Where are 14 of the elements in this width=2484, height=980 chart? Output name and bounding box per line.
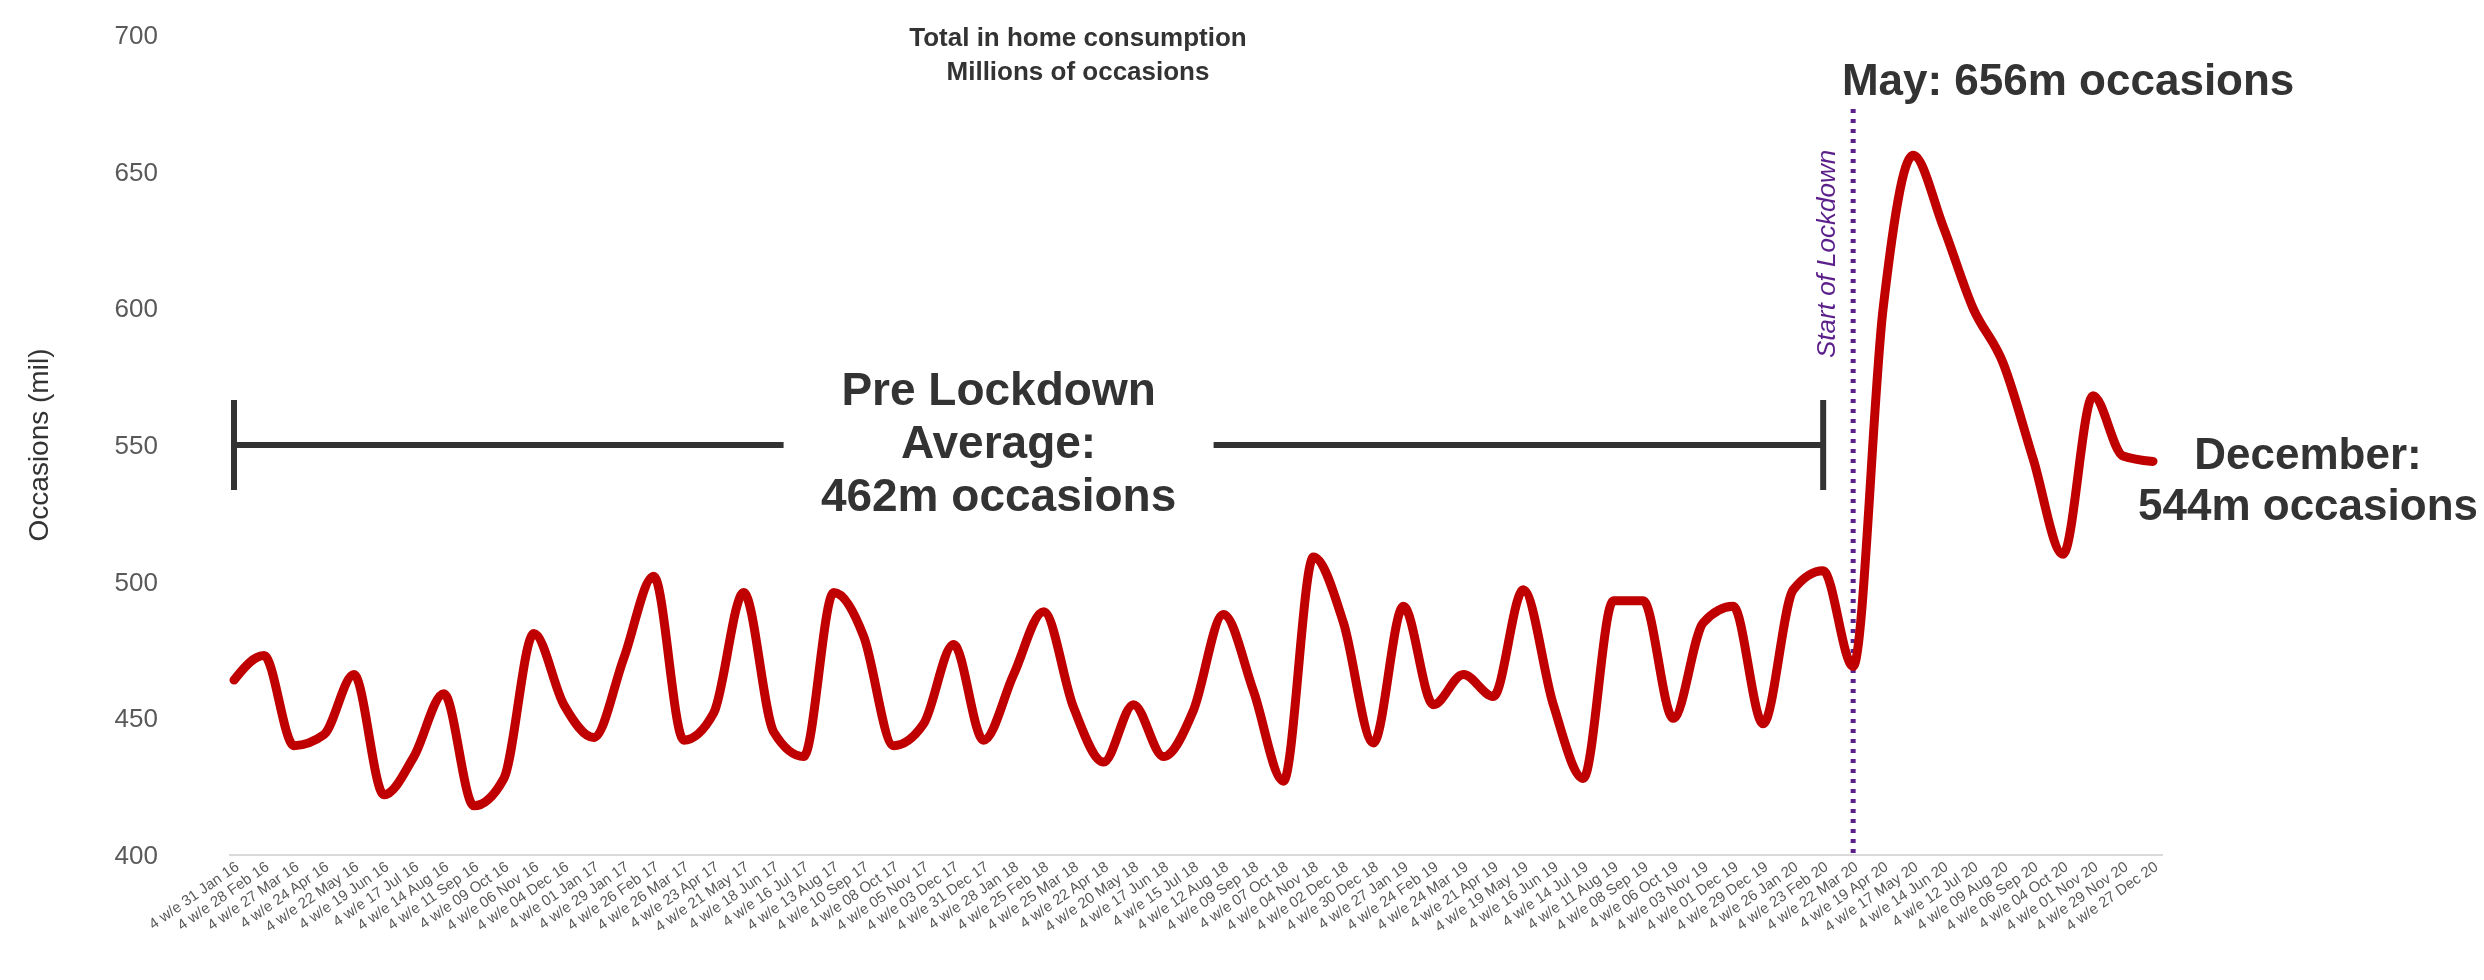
- y-tick-label: 500: [114, 566, 158, 597]
- chart-title: Total in home consumption: [909, 22, 1247, 52]
- y-tick-label: 650: [114, 156, 158, 187]
- y-tick-label: 400: [114, 840, 158, 871]
- annotation: May: 656m occasions: [1841, 55, 2295, 105]
- y-tick-label: 700: [114, 20, 158, 51]
- y-tick-label: 550: [114, 430, 158, 461]
- ref-line-label: Start of Lockdown: [1811, 149, 1842, 358]
- text: Millions of occasions: [946, 56, 1210, 86]
- y-tick-label: 450: [114, 703, 158, 734]
- annotation: Pre Lockdown Average: 462m occasions: [820, 363, 1177, 521]
- y-axis-title: Occasions (mil): [23, 348, 54, 542]
- y-tick-label: 600: [114, 293, 158, 324]
- annotation: December: 544m occasions: [2138, 429, 2478, 529]
